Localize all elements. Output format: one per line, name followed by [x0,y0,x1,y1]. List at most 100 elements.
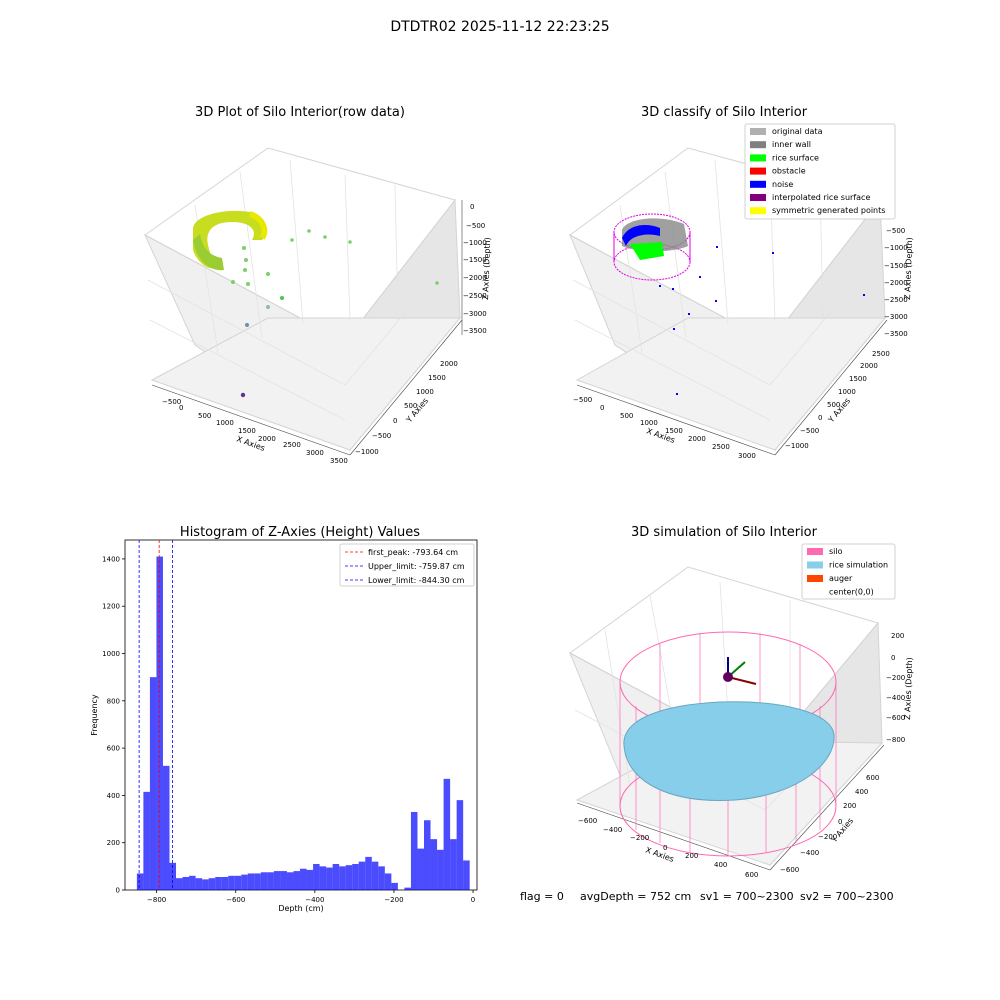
raw-y-tick: 500 [404,402,417,410]
classify-3d-axes-box [569,147,888,456]
classify-z-tick: −2000 [884,279,908,287]
classify-legend-label: interpolated rice surface [772,193,870,202]
histogram-y-tick-label: 200 [107,839,120,847]
simulation-legend-swatch [807,575,823,582]
histogram-bar [378,866,385,890]
histogram-bar [221,876,229,890]
figure-suptitle: DTDTR02 2025-11-12 22:23:25 [390,19,609,35]
classify-x-ticks: −500 0 500 1000 1500 2000 2500 3000 [573,396,756,460]
simulation-y-tick: −200 [818,833,837,841]
simulation-x-tick: 200 [685,852,698,860]
histogram-bar [156,556,163,890]
raw-z-tick: −1500 [463,256,487,264]
histogram-bar [162,765,170,890]
raw-z-ticks: 0 −500 −1000 −1500 −2000 −2500 −3000 −35… [463,203,487,335]
raw-z-tick: −3000 [463,310,487,318]
histogram-bar [319,866,327,890]
raw-x-tick: 500 [198,412,211,420]
raw-z-tick: −1000 [463,239,487,247]
simulation-panel-title: 3D simulation of Silo Interior [631,525,818,540]
simulation-z-tick: 0 [891,654,895,662]
histogram-x-ticks: −800 −600 −400 −200 0 [147,890,475,904]
classify-legend: original data inner wall rice surface obsta… [744,123,896,220]
classify-legend-frame [744,123,896,220]
simulation-z-tick: −200 [886,674,905,682]
classify-y-ticks: −1000 −500 0 500 1000 1500 2000 2500 [785,350,890,450]
status-sv2: sv2 = 700~2300 [800,890,894,903]
histogram-bar [306,869,314,890]
classify-legend-swatch [750,194,766,201]
classify-legend-label: symmetric generated points [772,206,885,215]
raw-z-tick: −2000 [463,274,487,282]
classify-x-tick: 2000 [688,435,706,443]
classify-legend-swatch [750,128,766,135]
raw-x-tick: 1500 [238,427,256,435]
histogram-bar [273,871,281,890]
simulation-legend-label: center(0,0) [829,588,874,597]
raw-x-tick: 1000 [216,419,234,427]
simulation-y-tick: 0 [838,818,842,826]
raw-ring-band [193,234,224,271]
histogram-y-ticks: 0 200 400 600 800 1000 1200 1400 [102,555,125,895]
histogram-title: Histogram of Z-Axies (Height) Values [180,525,420,540]
raw-y-axis-line [349,319,463,456]
classify-legend-label: noise [772,180,793,189]
histogram-x-tick-label: −400 [305,896,324,904]
histogram-bar [463,860,470,890]
simulation-legend-frame [801,543,896,600]
classify-x-tick: 1000 [640,419,658,427]
raw-top-edges [144,147,456,343]
classify-z-tick: −3500 [884,330,908,338]
raw-gridlines [147,159,458,421]
histogram-bar [365,856,372,890]
raw-z-tick: −500 [466,222,485,230]
simulation-z-tick: −600 [886,714,905,722]
histogram-bar [234,875,242,890]
simulation-x-tick: 0 [663,844,667,852]
simulation-legend-label: rice simulation [829,561,888,570]
simulation-y-tick: −600 [780,866,799,874]
histogram-bar [267,872,274,890]
classify-legend-swatch [750,167,766,175]
histogram-bar [456,800,464,890]
raw-y-tick: −1000 [355,448,379,456]
simulation-z-tick: −800 [886,736,905,744]
simulation-legend-swatch [807,548,823,555]
histogram-bar [371,861,379,890]
histogram-bar [260,872,268,890]
classify-z-tick: −3000 [884,313,908,321]
simulation-x-ticks: −600 −400 −200 0 200 400 600 [578,817,758,879]
histogram-bar [352,863,359,890]
raw-x-tick: 2000 [258,435,276,443]
histogram-x-tick-label: −800 [147,896,166,904]
histogram-bar [450,839,457,890]
simulation-x-tick: −200 [630,834,649,842]
simulation-z-axis-label: Z Axies (Depth) [903,657,914,720]
histogram-bar [176,878,183,890]
histogram-y-tick-label: 400 [107,792,120,800]
classify-z-tick: −500 [886,227,905,235]
raw-x-axis-line [151,384,351,456]
auger-marker [723,657,757,685]
raw-y-tick: 2000 [440,360,458,368]
center-point [723,672,733,682]
raw-x-ticks: −500 0 500 1000 1500 2000 2500 3000 3500 [162,398,348,465]
classify-z-tick: −1000 [884,244,908,252]
classify-rice-surface [630,242,664,260]
status-flag: flag = 0 [520,890,564,903]
histogram-x-tick-label: −200 [384,896,403,904]
raw-y-tick: −500 [372,432,391,440]
histogram-bar [286,872,294,890]
simulation-x-tick: 600 [745,871,758,879]
classify-legend-swatch [750,180,766,188]
histogram-bar [430,839,438,890]
classify-x-tick: 500 [620,412,633,420]
classify-x-tick: 1500 [665,427,683,435]
histogram-bar [241,874,248,890]
histogram-bar [300,868,307,890]
histogram-bar [313,863,320,890]
histogram-bar [208,878,216,890]
classify-y-tick: 0 [818,414,822,422]
raw-y-tick: 1500 [428,374,446,382]
classify-y-axis-line [774,319,888,456]
